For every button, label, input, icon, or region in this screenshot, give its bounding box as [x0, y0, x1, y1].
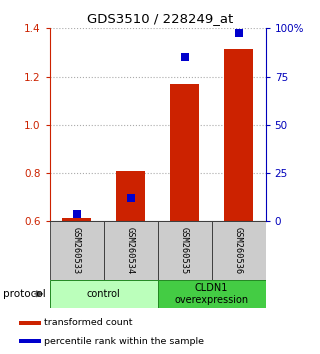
Point [236, 30, 241, 36]
Text: transformed count: transformed count [44, 318, 133, 327]
Text: percentile rank within the sample: percentile rank within the sample [44, 337, 204, 346]
Bar [116, 171, 146, 221]
Text: protocol: protocol [3, 289, 46, 299]
Point [182, 55, 187, 60]
Text: GDS3510 / 228249_at: GDS3510 / 228249_at [87, 12, 233, 25]
Text: control: control [87, 289, 120, 299]
Text: CLDN1
overexpression: CLDN1 overexpression [174, 283, 249, 305]
Text: GSM260533: GSM260533 [72, 227, 81, 274]
Bar [62, 218, 92, 221]
Bar [157, 221, 212, 280]
Text: GSM260535: GSM260535 [180, 227, 189, 274]
Bar [212, 221, 266, 280]
Bar [19, 321, 41, 325]
Bar [50, 280, 157, 308]
Point [128, 195, 133, 201]
Text: GSM260534: GSM260534 [126, 227, 135, 274]
Bar [224, 49, 253, 221]
Bar [157, 280, 266, 308]
Text: GSM260536: GSM260536 [234, 227, 243, 274]
Bar [19, 339, 41, 343]
Point [74, 212, 79, 217]
Bar [104, 221, 157, 280]
Bar [50, 221, 104, 280]
Bar [170, 84, 199, 221]
